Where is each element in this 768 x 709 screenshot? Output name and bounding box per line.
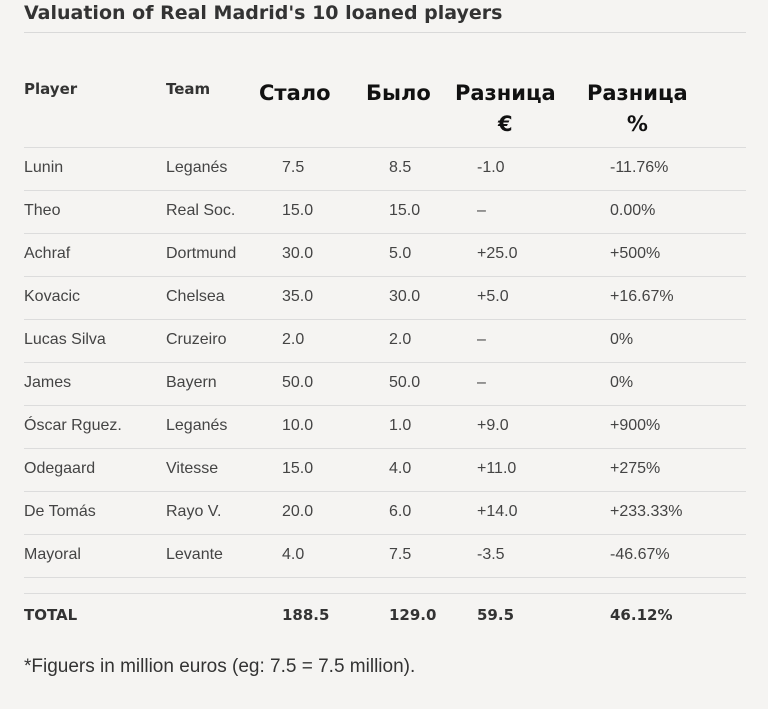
row-divider bbox=[24, 534, 746, 535]
cell-player: Lucas Silva bbox=[24, 331, 106, 348]
cell-before: 5.0 bbox=[389, 245, 412, 262]
cell-now: 15.0 bbox=[282, 460, 314, 477]
cell-pct: +500% bbox=[610, 245, 661, 262]
cell-team: Leganés bbox=[166, 417, 228, 434]
cell-now: 10.0 bbox=[282, 417, 314, 434]
cell-diff: +14.0 bbox=[477, 503, 518, 520]
cell-pct: 0.00% bbox=[610, 202, 656, 219]
cell-diff: +9.0 bbox=[477, 417, 509, 434]
footnote: *Figuers in million euros (eg: 7.5 = 7.5… bbox=[24, 656, 416, 677]
row-divider bbox=[24, 448, 746, 449]
cell-player: Theo bbox=[24, 202, 61, 219]
header-team: Team bbox=[166, 80, 211, 98]
header-diff-eur-line2: € bbox=[498, 112, 513, 136]
cell-player: De Tomás bbox=[24, 503, 96, 520]
cell-team: Bayern bbox=[166, 374, 217, 391]
cell-pct: +900% bbox=[610, 417, 661, 434]
row-divider bbox=[24, 319, 746, 320]
cell-player: Kovacic bbox=[24, 288, 81, 305]
cell-before: 15.0 bbox=[389, 202, 421, 219]
total-diff: 59.5 bbox=[477, 606, 515, 624]
cell-now: 15.0 bbox=[282, 202, 314, 219]
cell-player: Odegaard bbox=[24, 460, 96, 477]
row-divider bbox=[24, 276, 746, 277]
cell-diff: +5.0 bbox=[477, 288, 509, 305]
header-now: Стало bbox=[259, 81, 331, 105]
cell-team: Chelsea bbox=[166, 288, 225, 305]
header-player: Player bbox=[24, 80, 78, 98]
title-divider bbox=[24, 32, 746, 33]
cell-pct: +16.67% bbox=[610, 288, 674, 305]
cell-before: 1.0 bbox=[389, 417, 412, 434]
cell-now: 7.5 bbox=[282, 159, 305, 176]
cell-now: 35.0 bbox=[282, 288, 314, 305]
total-now: 188.5 bbox=[282, 606, 330, 624]
page-title: Valuation of Real Madrid's 10 loaned pla… bbox=[24, 2, 503, 24]
cell-pct: 0% bbox=[610, 331, 634, 348]
cell-team: Cruzeiro bbox=[166, 331, 227, 348]
header-diff-pct-line1: Разница bbox=[587, 81, 688, 105]
cell-before: 4.0 bbox=[389, 460, 412, 477]
cell-diff: +11.0 bbox=[477, 460, 517, 477]
cell-diff: +25.0 bbox=[477, 245, 518, 262]
cell-team: Real Soc. bbox=[166, 202, 236, 219]
header-diff-pct-line2: % bbox=[626, 112, 648, 136]
cell-pct: -11.76% bbox=[610, 159, 669, 176]
cell-before: 30.0 bbox=[389, 288, 421, 305]
cell-now: 20.0 bbox=[282, 503, 314, 520]
total-pct: 46.12% bbox=[610, 606, 673, 624]
row-divider bbox=[24, 147, 746, 148]
row-divider bbox=[24, 362, 746, 363]
cell-team: Leganés bbox=[166, 159, 228, 176]
cell-team: Levante bbox=[166, 546, 223, 563]
cell-player: Achraf bbox=[24, 245, 71, 262]
row-divider bbox=[24, 405, 746, 406]
cell-diff: -3.5 bbox=[477, 546, 505, 563]
cell-now: 30.0 bbox=[282, 245, 314, 262]
cell-before: 7.5 bbox=[389, 546, 412, 563]
row-divider bbox=[24, 190, 746, 191]
cell-diff: – bbox=[477, 202, 486, 219]
cell-team: Vitesse bbox=[166, 460, 219, 477]
cell-pct: +275% bbox=[610, 460, 661, 477]
cell-now: 2.0 bbox=[282, 331, 305, 348]
cell-team: Rayo V. bbox=[166, 503, 222, 520]
row-divider bbox=[24, 233, 746, 234]
header-before: Было bbox=[366, 81, 431, 105]
total-divider bbox=[24, 593, 746, 594]
cell-pct: -46.67% bbox=[610, 546, 670, 563]
cell-player: Lunin bbox=[24, 159, 64, 176]
cell-player: Mayoral bbox=[24, 546, 81, 563]
cell-pct: +233.33% bbox=[610, 503, 683, 520]
cell-before: 2.0 bbox=[389, 331, 412, 348]
cell-diff: -1.0 bbox=[477, 159, 505, 176]
cell-before: 6.0 bbox=[389, 503, 412, 520]
cell-diff: – bbox=[477, 331, 486, 348]
cell-now: 4.0 bbox=[282, 546, 305, 563]
header-diff-pct: Разница % bbox=[587, 78, 688, 140]
cell-team: Dortmund bbox=[166, 245, 237, 262]
header-diff-eur: Разница € bbox=[455, 78, 556, 140]
cell-before: 8.5 bbox=[389, 159, 412, 176]
cell-pct: 0% bbox=[610, 374, 634, 391]
cell-player: Óscar Rguez. bbox=[24, 417, 122, 434]
cell-diff: – bbox=[477, 374, 486, 391]
cell-before: 50.0 bbox=[389, 374, 421, 391]
cell-now: 50.0 bbox=[282, 374, 314, 391]
header-diff-eur-line1: Разница bbox=[455, 81, 556, 105]
total-label: TOTAL bbox=[24, 606, 78, 624]
row-divider bbox=[24, 491, 746, 492]
row-divider bbox=[24, 577, 746, 578]
cell-player: James bbox=[24, 374, 72, 391]
total-before: 129.0 bbox=[389, 606, 437, 624]
